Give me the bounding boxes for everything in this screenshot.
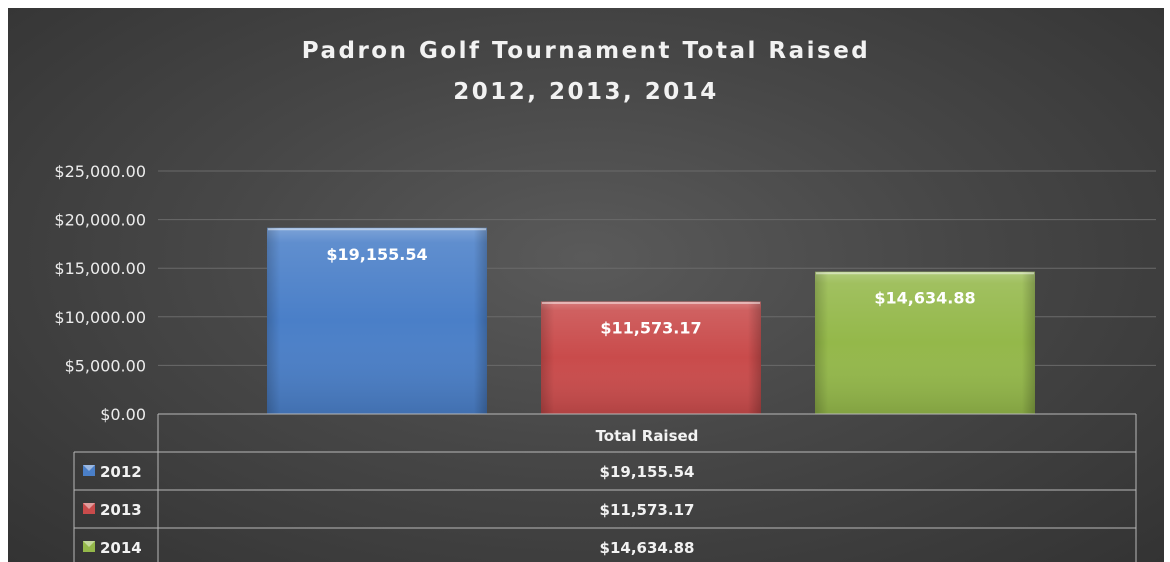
bar-chart: Padron Golf Tournament Total Raised 2012… — [54, 38, 1156, 562]
table-value-2014: $14,634.88 — [600, 539, 695, 557]
legend-key-fill — [83, 503, 95, 514]
bar-edge-shade — [541, 301, 761, 414]
y-tick-label: $25,000.00 — [54, 162, 146, 181]
legend-key-shine — [83, 503, 95, 509]
bars: $19,155.54 $11,573.17 $14,634.88 — [267, 227, 1035, 414]
bar-2012 — [267, 227, 487, 414]
legend-key-shine — [83, 465, 95, 471]
table-value-2012: $19,155.54 — [600, 463, 695, 481]
legend-key-fill — [83, 465, 95, 476]
data-label-2014: $14,634.88 — [874, 289, 975, 308]
y-tick-label: $10,000.00 — [54, 308, 146, 327]
table-value-2013: $11,573.17 — [600, 501, 695, 519]
legend-key-shine — [83, 541, 95, 547]
chart-title-line-1: Padron Golf Tournament Total Raised — [302, 38, 871, 64]
y-tick-label: $0.00 — [100, 405, 146, 424]
legend-label-2014: 2014 — [100, 539, 142, 557]
legend-key-2013 — [83, 503, 95, 514]
data-table: Total Raised 2012 $19,155.54 2013 $11,573.17… — [73, 413, 1137, 562]
chart-title-line-2: 2012, 2013, 2014 — [453, 79, 719, 105]
bar-edge-shade — [267, 227, 487, 414]
legend-label-2013: 2013 — [100, 501, 142, 519]
legend-key-fill — [83, 541, 95, 552]
bar-edge-shade — [815, 271, 1035, 414]
legend-label-2012: 2012 — [100, 463, 142, 481]
chart-area: Padron Golf Tournament Total Raised 2012… — [8, 8, 1164, 562]
y-tick-label: $15,000.00 — [54, 259, 146, 278]
legend-key-2014 — [83, 541, 95, 552]
bar-2013 — [541, 301, 761, 414]
table-category-header: Total Raised — [596, 427, 699, 445]
data-label-2012: $19,155.54 — [326, 245, 427, 264]
legend-key-2012 — [83, 465, 95, 476]
bar-2014 — [815, 271, 1035, 414]
y-tick-label: $5,000.00 — [65, 356, 146, 375]
data-label-2013: $11,573.17 — [600, 319, 701, 338]
y-tick-label: $20,000.00 — [54, 211, 146, 230]
y-axis-tick-labels: $0.00 $5,000.00 $10,000.00 $15,000.00 $20,00… — [54, 162, 146, 424]
